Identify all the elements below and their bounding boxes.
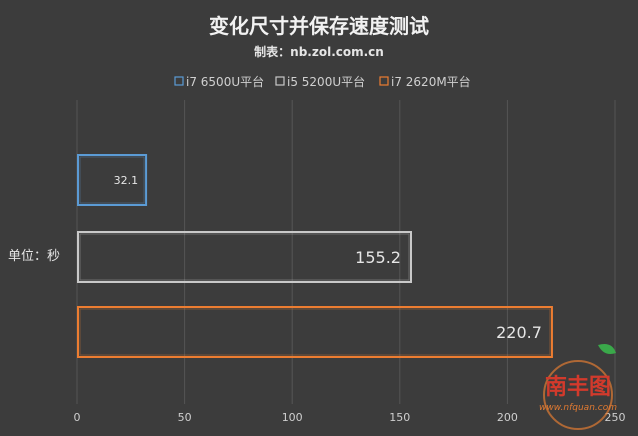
legend-item: i7 2620M平台 <box>391 74 471 89</box>
x-tick-labels: 0 50 100 150 200 250 <box>74 411 626 424</box>
legend-item: i7 6500U平台 <box>186 74 264 89</box>
x-tick-label: 200 <box>497 411 518 424</box>
x-tick-label: 50 <box>178 411 192 424</box>
watermark-logo: 南丰图 www.nfquan.com <box>539 344 617 430</box>
x-tick-label: 100 <box>282 411 303 424</box>
data-label: 155.2 <box>355 248 401 267</box>
x-tick-label: 150 <box>389 411 410 424</box>
bar <box>77 154 148 206</box>
watermark-leaf-icon <box>598 344 616 354</box>
data-label: 32.1 <box>114 174 139 187</box>
gridlines <box>76 100 616 404</box>
bar <box>77 306 553 358</box>
bar-glow <box>79 156 145 204</box>
x-tick-label: 0 <box>74 411 81 424</box>
bar <box>77 231 412 283</box>
legend-swatch <box>379 76 389 86</box>
x-tick-label: 250 <box>605 411 626 424</box>
watermark-brand: 南丰图 <box>545 375 611 400</box>
legend: i7 6500U平台 i5 5200U平台 i7 2620M平台 <box>174 74 471 89</box>
legend-swatch <box>275 76 285 86</box>
y-axis-unit-label: 单位：秒 <box>8 249 60 264</box>
data-label: 220.7 <box>496 323 542 342</box>
legend-swatch <box>174 76 184 86</box>
watermark-url: www.nfquan.com <box>539 403 617 413</box>
chart-title: 变化尺寸并保存速度测试 <box>209 14 429 38</box>
chart-subtitle: 制表：nb.zol.com.cn <box>254 44 384 59</box>
watermark-circle <box>543 360 613 430</box>
bar-glow <box>79 233 410 281</box>
bars: 32.1 155.2 220.7 <box>77 154 553 358</box>
legend-item: i5 5200U平台 <box>287 74 365 89</box>
bar-glow <box>79 308 551 356</box>
